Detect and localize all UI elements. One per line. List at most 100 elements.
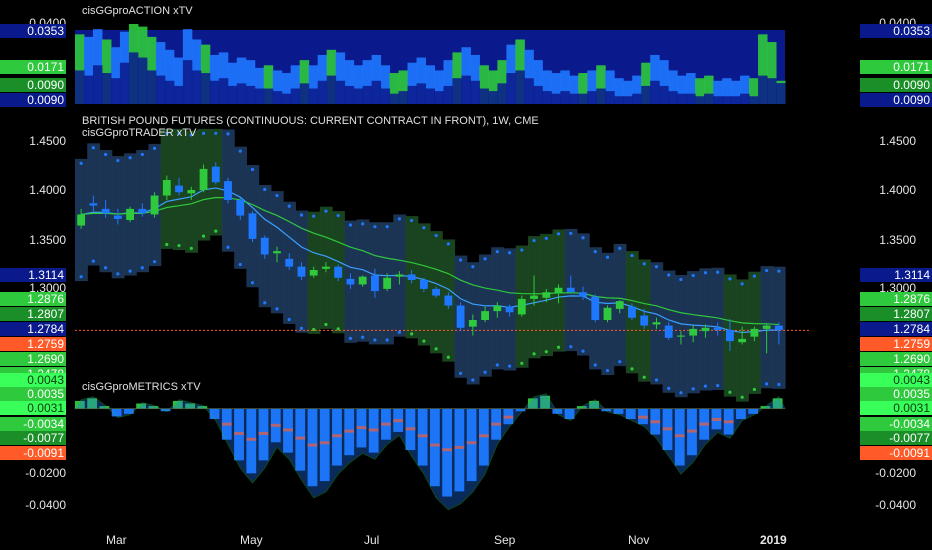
- candle-body: [640, 315, 649, 326]
- action-bar-upper: [83, 36, 94, 104]
- action-bar-lower: [506, 73, 516, 104]
- action-bar-upper: [668, 70, 678, 104]
- band-dot-lower: [618, 360, 622, 364]
- band-dot-lower: [299, 326, 304, 330]
- band-dot-upper: [250, 167, 255, 172]
- action-bar-lower: [281, 93, 292, 104]
- band-dot-upper: [299, 213, 304, 217]
- action-bar-upper: [299, 60, 310, 104]
- band-dot-lower: [556, 345, 561, 349]
- action-bar-lower: [101, 73, 112, 104]
- metrics-pane-title: cisGGproMETRICS xTV: [82, 381, 201, 393]
- band-dot-upper: [348, 223, 353, 227]
- band-dot-lower: [593, 363, 597, 367]
- band-dot-lower: [104, 266, 108, 270]
- band-dot-upper: [728, 277, 732, 281]
- band-dot-lower: [691, 387, 695, 391]
- band-dot-lower: [434, 347, 438, 351]
- band-dot-lower: [189, 246, 193, 250]
- metrics-tick-right: -0.0400: [875, 498, 916, 512]
- metrics-marker: [466, 441, 477, 445]
- candle-body: [664, 325, 673, 338]
- candle-body: [432, 288, 441, 296]
- band-dot-upper: [569, 231, 573, 235]
- candle-body: [505, 306, 514, 313]
- candle-body: [530, 295, 538, 299]
- candle-body: [738, 338, 747, 343]
- band-dot-upper: [275, 193, 279, 198]
- band-dot-upper: [459, 258, 463, 262]
- action-bar-upper: [344, 60, 355, 104]
- chart-header: BRITISH POUND FUTURES (CONTINUOUS: CURRE…: [82, 115, 539, 127]
- band-dot-upper: [152, 146, 157, 150]
- metrics-marker: [381, 422, 391, 426]
- candle-body: [615, 301, 624, 309]
- band-dot-lower: [165, 242, 169, 247]
- metrics-badge-left: -0.0077: [0, 431, 66, 445]
- band-dot-upper: [201, 131, 206, 135]
- metrics-marker: [246, 437, 257, 441]
- time-label-may: May: [240, 533, 263, 547]
- band-dot-upper: [263, 187, 267, 192]
- metrics-marker: [405, 427, 416, 431]
- band-dot-upper: [642, 262, 646, 266]
- trader-badge-right: 1.2784: [860, 322, 932, 336]
- trader-tick-right: 1.3500: [879, 233, 916, 247]
- metrics-bar: [540, 395, 550, 409]
- action-bar-upper: [290, 65, 301, 104]
- action-bar-upper: [677, 75, 687, 104]
- action-bar-upper: [569, 75, 579, 104]
- action-badge-right: 0.0090: [860, 93, 932, 107]
- action-bar-lower: [182, 60, 193, 104]
- metrics-bar: [99, 406, 110, 409]
- metrics-marker: [491, 422, 501, 426]
- action-bar-upper: [587, 70, 597, 104]
- trader-tick-right: 1.4000: [879, 183, 916, 197]
- action-bar-lower: [641, 85, 651, 104]
- band-dot-upper: [397, 217, 401, 221]
- band-dot-lower: [422, 339, 426, 343]
- metrics-marker: [650, 420, 661, 424]
- band-dot-lower: [128, 269, 132, 273]
- band-dot-upper: [336, 213, 340, 218]
- band-dot-lower: [569, 345, 573, 349]
- action-bar-lower: [731, 96, 741, 104]
- action-bar-lower: [218, 78, 229, 104]
- band-dot-lower: [667, 386, 671, 390]
- metrics-marker: [699, 422, 710, 426]
- action-bar-upper: [110, 47, 121, 104]
- action-bar-lower: [263, 88, 274, 104]
- candle-body: [407, 274, 416, 280]
- metrics-marker: [319, 441, 330, 445]
- action-bar-upper: [641, 62, 651, 104]
- metrics-marker: [662, 427, 673, 431]
- band-dot-upper: [189, 133, 193, 137]
- action-bar-upper: [101, 39, 112, 104]
- metrics-badge-right: 0.0043: [860, 373, 932, 387]
- band-dot-lower: [348, 336, 353, 340]
- candle-body: [493, 305, 502, 312]
- candle-body: [762, 325, 771, 329]
- metrics-bar: [197, 406, 208, 409]
- action-bar-lower: [650, 80, 660, 104]
- time-label-nov: Nov: [628, 533, 650, 547]
- band-dot-upper: [556, 232, 561, 236]
- band-dot-upper: [703, 271, 708, 275]
- candle-body: [162, 180, 171, 196]
- trader-badge-left: 1.2807: [0, 307, 66, 321]
- action-bar-upper: [578, 73, 588, 104]
- time-label-mar: Mar: [106, 533, 127, 547]
- action-bar-upper: [524, 49, 534, 104]
- action-bar-lower: [254, 88, 265, 104]
- trader-badge-left: 1.2876: [0, 292, 66, 306]
- metrics-marker: [454, 445, 465, 449]
- candle-body: [542, 292, 551, 298]
- band-dot-lower: [483, 370, 487, 374]
- metrics-badge-right: -0.0091: [860, 446, 932, 460]
- candle-body: [554, 287, 563, 294]
- band-dot-lower: [140, 266, 144, 270]
- action-bar-lower: [128, 52, 139, 104]
- metrics-marker: [723, 420, 734, 424]
- candle-body: [603, 307, 612, 320]
- band-dot-lower: [703, 384, 708, 388]
